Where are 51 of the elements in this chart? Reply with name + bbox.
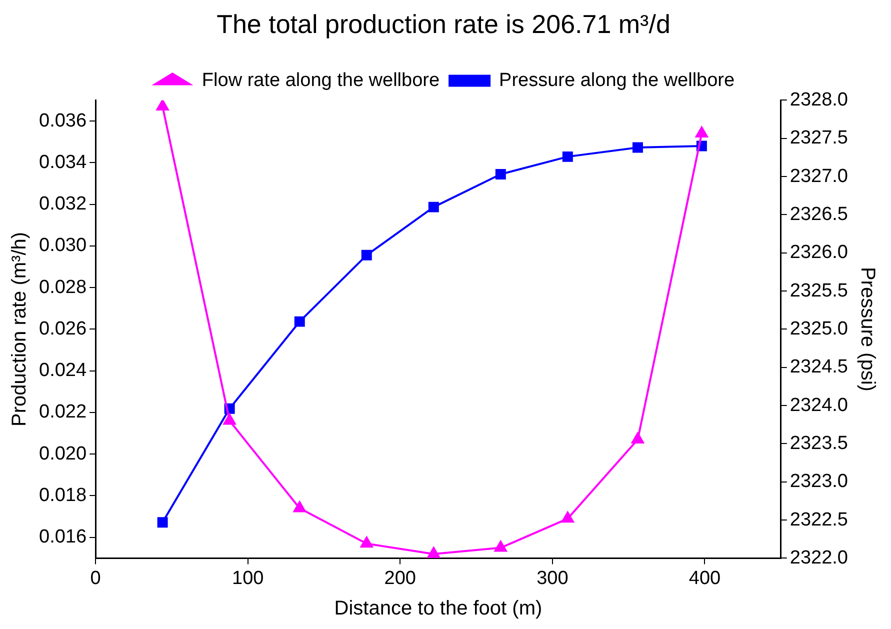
legend-label: Pressure along the wellbore [499, 70, 735, 91]
x-axis-title: Distance to the foot (m) [334, 598, 542, 620]
y2-tick-label: 2325.0 [790, 318, 848, 340]
point [494, 540, 507, 552]
point [157, 517, 168, 528]
y-tick-label: 0.032 [39, 194, 87, 215]
y-tick-label: 0.026 [39, 318, 87, 340]
y-tick-label: 0.028 [39, 276, 87, 298]
point [428, 202, 439, 212]
point [562, 151, 573, 162]
point [632, 432, 644, 444]
x-tick-label: 100 [232, 568, 264, 589]
y-tick-label: 0.018 [39, 484, 87, 506]
y2-axis-title: Pressure (psi) [856, 266, 878, 392]
x-tick-label: 0 [90, 568, 101, 589]
point [156, 100, 169, 110]
point [632, 142, 643, 153]
y-tick-label: 0.016 [39, 526, 87, 548]
y2-tick-label: 2327.5 [790, 128, 848, 149]
y2-tick-label: 2324.5 [790, 356, 848, 378]
y2-tick-label: 2325.5 [790, 280, 848, 302]
point [360, 536, 373, 548]
point [294, 316, 305, 327]
y-tick-label: 0.022 [39, 402, 87, 423]
y2-tick-label: 2324.0 [790, 394, 848, 416]
y-tick-label: 0.024 [39, 360, 87, 382]
legend-label: Flow rate along the wellbore [202, 70, 440, 91]
y-tick-label: 0.034 [39, 152, 87, 173]
y2-tick-label: 2328.0 [790, 89, 848, 110]
y2-tick-label: 2323.0 [790, 471, 848, 492]
point [561, 512, 574, 523]
point [223, 414, 236, 425]
x-tick-label: 200 [384, 568, 416, 589]
x-tick-label: 400 [688, 568, 721, 589]
y-tick-label: 0.030 [39, 235, 87, 256]
point [695, 126, 708, 138]
y-tick-label: 0.036 [39, 110, 87, 132]
y2-tick-label: 2323.5 [790, 432, 848, 454]
y-tick-label: 0.020 [39, 443, 87, 464]
y2-tick-label: 2326.0 [790, 242, 848, 264]
x-tick-label: 300 [536, 568, 568, 589]
chart-title: The total production rate is 206.71 m³/d [216, 8, 670, 39]
point [495, 169, 506, 180]
y-axis-title: Production rate (m³/h) [8, 232, 31, 426]
point [361, 250, 372, 260]
y2-tick-label: 2322.0 [790, 547, 848, 568]
y2-tick-label: 2322.5 [790, 509, 848, 530]
y2-tick-label: 2326.5 [790, 204, 848, 225]
point [293, 501, 306, 512]
point [427, 547, 440, 558]
y2-tick-label: 2327.0 [790, 166, 848, 187]
